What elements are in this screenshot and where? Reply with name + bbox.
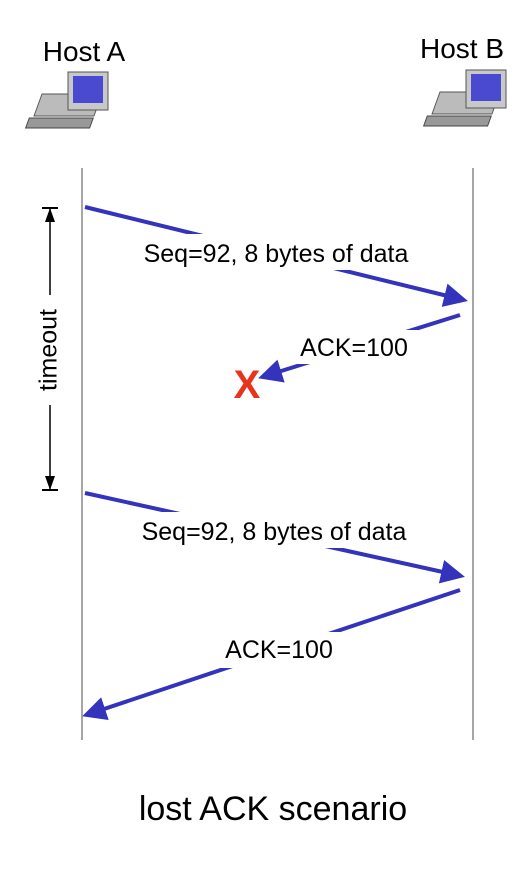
message-label: Seq=92, 8 bytes of data xyxy=(142,518,407,546)
label-bg xyxy=(290,330,418,364)
label-bg xyxy=(114,512,434,548)
host-label: Host A xyxy=(43,36,126,67)
message-label: ACK=100 xyxy=(225,636,333,664)
timeout-label: timeout xyxy=(35,309,63,391)
timeout-bracket xyxy=(38,207,62,491)
label-bg xyxy=(116,234,436,270)
label-bg xyxy=(214,632,344,668)
computer-icon xyxy=(25,71,109,129)
message-label: Seq=92, 8 bytes of data xyxy=(144,240,409,268)
host-label: Host B xyxy=(420,33,504,64)
message-label: ACK=100 xyxy=(300,334,408,362)
computer-icon xyxy=(423,69,507,127)
caption: lost ACK scenario xyxy=(139,790,407,828)
lost-marker: X xyxy=(234,363,261,407)
